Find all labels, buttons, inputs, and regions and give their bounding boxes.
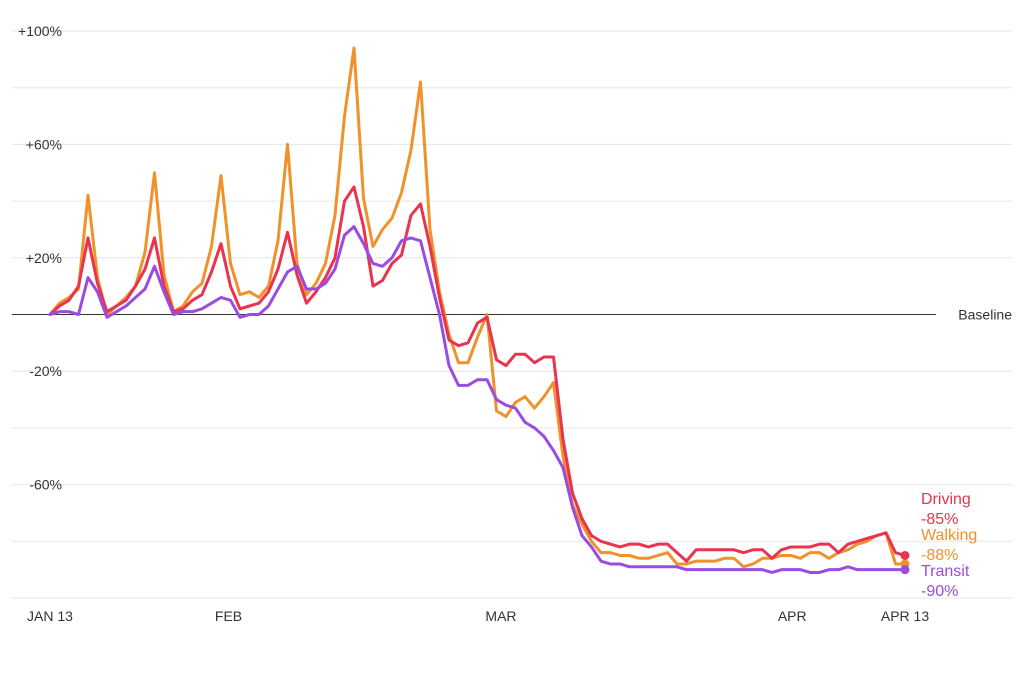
end-label-value-walking: -88% bbox=[921, 547, 958, 564]
x-tick-label: APR 13 bbox=[881, 608, 929, 624]
y-axis-tick-labels: +100% +60% +20% -20% -60% bbox=[18, 23, 62, 493]
y-tick-label: +60% bbox=[26, 136, 62, 152]
end-label-value-driving: -85% bbox=[921, 511, 958, 528]
gridlines bbox=[12, 30, 1012, 599]
end-label-name-walking: Walking bbox=[921, 527, 977, 544]
x-tick-label: MAR bbox=[485, 608, 516, 624]
y-tick-label: +20% bbox=[26, 250, 62, 266]
series-line-transit bbox=[48, 225, 907, 574]
x-tick-label: APR bbox=[778, 608, 807, 624]
series-line-walking bbox=[48, 46, 907, 569]
series-end-labels: Driving -85%Walking -88%Transit -90% bbox=[921, 491, 977, 600]
end-label-name-driving: Driving bbox=[921, 491, 971, 508]
series-endpoint-transit bbox=[900, 565, 910, 575]
series-endpoints bbox=[900, 550, 910, 575]
y-tick-label: +100% bbox=[18, 23, 62, 39]
end-label-value-transit: -90% bbox=[921, 583, 958, 600]
y-tick-label: -20% bbox=[29, 363, 62, 379]
series-line-driving bbox=[48, 185, 907, 563]
series-lines bbox=[48, 46, 907, 574]
baseline-label: Baseline bbox=[958, 307, 1012, 323]
x-axis-tick-labels: JAN 13 FEB MAR APR APR 13 bbox=[27, 608, 929, 624]
x-tick-label: FEB bbox=[215, 608, 242, 624]
baseline: Baseline bbox=[12, 307, 1012, 323]
y-tick-label: -60% bbox=[29, 477, 62, 493]
series-endpoint-driving bbox=[900, 550, 910, 560]
end-label-name-transit: Transit bbox=[921, 563, 970, 580]
x-tick-label: JAN 13 bbox=[27, 608, 73, 624]
